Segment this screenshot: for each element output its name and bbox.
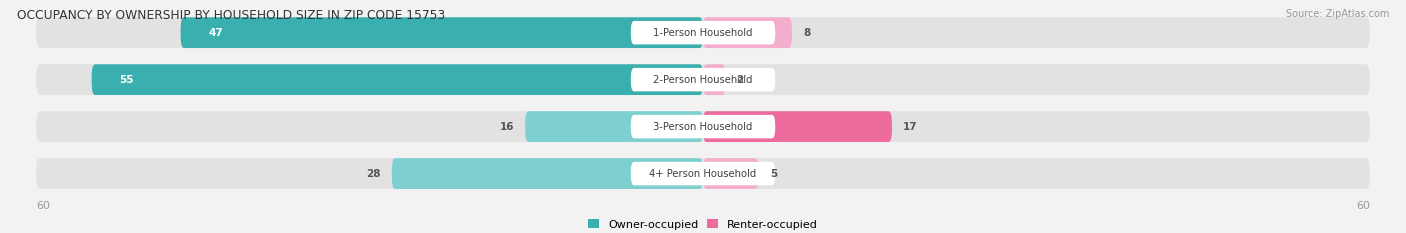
Text: 17: 17 [903,122,918,132]
FancyBboxPatch shape [180,17,703,48]
Text: 60: 60 [37,201,51,211]
FancyBboxPatch shape [37,111,1369,142]
FancyBboxPatch shape [703,158,759,189]
FancyBboxPatch shape [392,158,703,189]
FancyBboxPatch shape [37,64,1369,95]
FancyBboxPatch shape [91,64,703,95]
FancyBboxPatch shape [631,21,775,45]
Text: 1-Person Household: 1-Person Household [654,28,752,38]
Text: 16: 16 [499,122,515,132]
Text: 60: 60 [1355,201,1369,211]
Text: 28: 28 [366,169,381,178]
FancyBboxPatch shape [631,68,775,91]
Text: 55: 55 [120,75,134,85]
Text: OCCUPANCY BY OWNERSHIP BY HOUSEHOLD SIZE IN ZIP CODE 15753: OCCUPANCY BY OWNERSHIP BY HOUSEHOLD SIZE… [17,9,446,22]
Text: Source: ZipAtlas.com: Source: ZipAtlas.com [1285,9,1389,19]
Text: 2-Person Household: 2-Person Household [654,75,752,85]
Text: 3-Person Household: 3-Person Household [654,122,752,132]
FancyBboxPatch shape [703,111,891,142]
FancyBboxPatch shape [631,115,775,138]
Text: 5: 5 [769,169,778,178]
Text: 4+ Person Household: 4+ Person Household [650,169,756,178]
FancyBboxPatch shape [631,162,775,185]
Text: 47: 47 [208,28,224,38]
FancyBboxPatch shape [703,64,725,95]
FancyBboxPatch shape [37,17,1369,48]
Text: 8: 8 [803,28,810,38]
FancyBboxPatch shape [37,158,1369,189]
FancyBboxPatch shape [703,17,792,48]
FancyBboxPatch shape [526,111,703,142]
Text: 2: 2 [737,75,744,85]
Legend: Owner-occupied, Renter-occupied: Owner-occupied, Renter-occupied [583,215,823,233]
